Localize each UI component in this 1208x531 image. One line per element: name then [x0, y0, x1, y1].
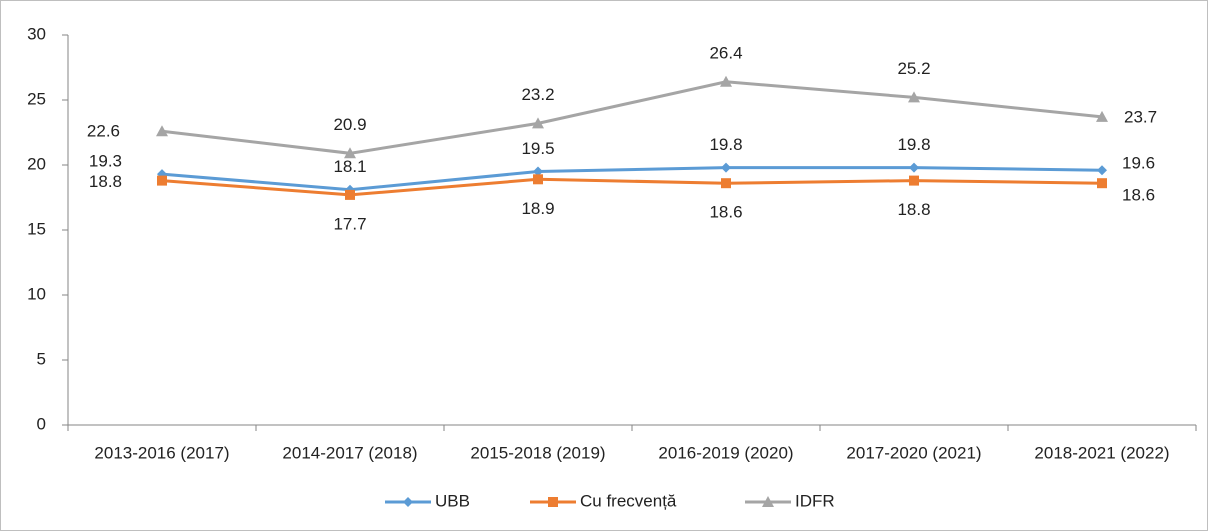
x-tick-label: 2016-2019 (2020) — [658, 443, 793, 462]
series-line — [161, 80, 1103, 155]
data-label: 18.1 — [333, 157, 366, 176]
x-tick-label: 2015-2018 (2019) — [470, 443, 605, 462]
marker — [909, 175, 919, 186]
x-tick-label: 2013-2016 (2017) — [94, 443, 229, 462]
y-tick-label: 30 — [27, 24, 46, 43]
y-tick-label: 10 — [27, 284, 46, 303]
marker — [908, 91, 920, 103]
data-label: 26.4 — [709, 43, 742, 62]
data-label: 19.3 — [89, 152, 122, 171]
legend-label: IDFR — [795, 491, 835, 510]
marker — [533, 174, 543, 185]
marker — [345, 189, 355, 200]
marker — [721, 178, 731, 189]
marker — [1096, 110, 1108, 122]
marker — [344, 147, 356, 159]
y-tick-label: 25 — [27, 89, 46, 108]
marker — [157, 175, 167, 186]
data-label: 19.8 — [897, 135, 930, 154]
marker — [156, 125, 168, 137]
data-label: 18.6 — [709, 203, 742, 222]
series-line — [161, 166, 1103, 192]
data-label: 19.6 — [1122, 154, 1155, 173]
data-label: 18.8 — [897, 200, 930, 219]
series-line — [161, 177, 1103, 197]
y-tick-label: 0 — [37, 414, 46, 433]
data-label: 23.7 — [1124, 107, 1157, 126]
data-label: 18.6 — [1122, 186, 1155, 205]
y-tick-label: 20 — [27, 154, 46, 173]
marker — [1097, 178, 1107, 189]
marker — [720, 75, 732, 87]
marker — [721, 162, 731, 173]
y-tick-label: 15 — [27, 219, 46, 238]
marker — [1097, 165, 1107, 176]
marker — [403, 497, 413, 507]
data-label: 18.8 — [89, 172, 122, 191]
data-label: 22.6 — [87, 122, 120, 141]
data-label: 19.8 — [709, 135, 742, 154]
marker — [548, 497, 558, 507]
data-label: 23.2 — [521, 85, 554, 104]
marker — [533, 166, 543, 177]
data-label: 19.5 — [521, 139, 554, 158]
data-label: 17.7 — [333, 214, 366, 233]
data-label: 25.2 — [897, 59, 930, 78]
x-tick-label: 2014-2017 (2018) — [282, 443, 417, 462]
legend-label: UBB — [435, 491, 470, 510]
x-tick-label: 2018-2021 (2022) — [1034, 443, 1169, 462]
marker — [909, 162, 919, 173]
legend-label: Cu frecvență — [580, 491, 677, 510]
data-label: 18.9 — [521, 199, 554, 218]
marker — [762, 496, 774, 507]
y-tick-label: 5 — [37, 349, 46, 368]
x-tick-label: 2017-2020 (2021) — [846, 443, 981, 462]
data-label: 20.9 — [333, 115, 366, 134]
marker — [532, 117, 544, 129]
